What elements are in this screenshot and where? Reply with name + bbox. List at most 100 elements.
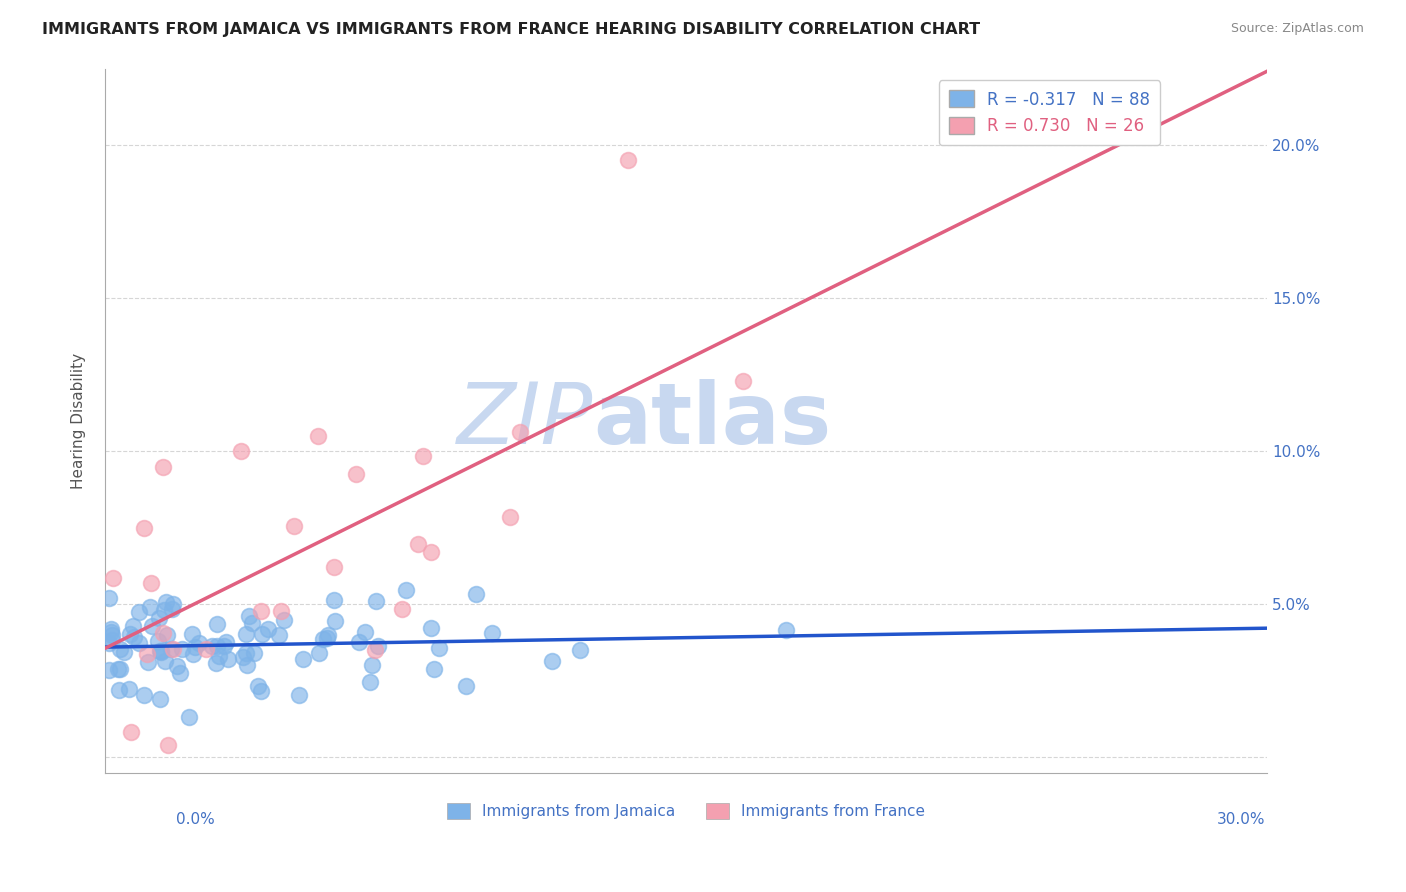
Point <box>412 449 434 463</box>
Point <box>201 639 224 653</box>
Point <box>456 679 478 693</box>
Point <box>215 635 238 649</box>
Point <box>541 654 564 668</box>
Point <box>229 444 252 458</box>
Point <box>149 644 172 658</box>
Point <box>322 592 344 607</box>
Point <box>353 624 375 639</box>
Point <box>359 674 381 689</box>
Point <box>108 683 131 698</box>
Point <box>499 510 522 524</box>
Point <box>156 738 179 752</box>
Point <box>136 647 159 661</box>
Point <box>325 614 347 628</box>
Point <box>101 627 124 641</box>
Point <box>347 635 370 649</box>
Point <box>150 645 173 659</box>
Point <box>238 608 260 623</box>
Point <box>217 652 239 666</box>
Point <box>181 647 204 661</box>
Point <box>108 642 131 657</box>
Point <box>315 632 337 646</box>
Point <box>160 642 183 657</box>
Point <box>195 642 218 657</box>
Point <box>249 684 271 698</box>
Point <box>152 459 174 474</box>
Point <box>149 692 172 706</box>
Point <box>98 664 121 678</box>
Point <box>283 519 305 533</box>
Point <box>235 627 257 641</box>
Point <box>184 640 207 655</box>
Point <box>235 646 257 660</box>
Point <box>162 642 184 657</box>
Point <box>148 633 170 648</box>
Point <box>122 618 145 632</box>
Point <box>100 625 122 640</box>
Point <box>481 626 503 640</box>
Point <box>246 679 269 693</box>
Point <box>160 602 183 616</box>
Point <box>120 627 142 641</box>
Point <box>153 654 176 668</box>
Point <box>731 374 754 388</box>
Point <box>420 621 443 635</box>
Point <box>367 640 389 654</box>
Point <box>775 623 797 637</box>
Point <box>118 681 141 696</box>
Point <box>134 688 156 702</box>
Point <box>422 662 444 676</box>
Point <box>141 619 163 633</box>
Point <box>464 587 486 601</box>
Text: Source: ZipAtlas.com: Source: ZipAtlas.com <box>1230 22 1364 36</box>
Point <box>162 597 184 611</box>
Point <box>108 662 131 676</box>
Point <box>249 604 271 618</box>
Point <box>169 666 191 681</box>
Point <box>292 652 315 666</box>
Point <box>308 646 330 660</box>
Point <box>107 662 129 676</box>
Point <box>139 600 162 615</box>
Point <box>316 628 339 642</box>
Point <box>188 636 211 650</box>
Point <box>155 595 177 609</box>
Point <box>205 656 228 670</box>
Point <box>112 645 135 659</box>
Point <box>181 626 204 640</box>
Point <box>419 545 441 559</box>
Point <box>360 658 382 673</box>
Legend: Immigrants from Jamaica, Immigrants from France: Immigrants from Jamaica, Immigrants from… <box>441 797 931 825</box>
Point <box>322 559 344 574</box>
Point <box>172 642 194 657</box>
Text: atlas: atlas <box>593 379 831 462</box>
Point <box>139 576 162 591</box>
Point <box>267 628 290 642</box>
Point <box>257 622 280 636</box>
Point <box>132 521 155 535</box>
Point <box>364 643 387 657</box>
Point <box>205 616 228 631</box>
Point <box>307 429 329 443</box>
Point <box>205 639 228 653</box>
Point <box>569 643 592 657</box>
Point <box>270 604 292 618</box>
Point <box>128 636 150 650</box>
Point <box>236 657 259 672</box>
Point <box>120 725 142 739</box>
Point <box>232 650 254 665</box>
Point <box>156 628 179 642</box>
Point <box>243 646 266 660</box>
Text: 30.0%: 30.0% <box>1218 812 1265 827</box>
Text: IMMIGRANTS FROM JAMAICA VS IMMIGRANTS FROM FRANCE HEARING DISABILITY CORRELATION: IMMIGRANTS FROM JAMAICA VS IMMIGRANTS FR… <box>42 22 980 37</box>
Point <box>427 640 450 655</box>
Point <box>97 636 120 650</box>
Point <box>273 613 295 627</box>
Point <box>152 603 174 617</box>
Point <box>391 602 413 616</box>
Point <box>101 571 124 585</box>
Y-axis label: Hearing Disability: Hearing Disability <box>72 352 86 489</box>
Point <box>509 425 531 439</box>
Point <box>136 655 159 669</box>
Point <box>128 605 150 619</box>
